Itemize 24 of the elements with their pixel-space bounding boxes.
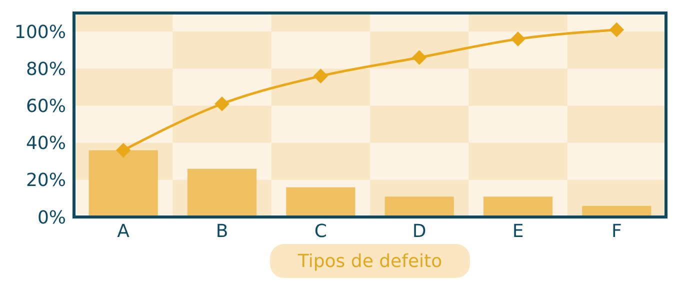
point xyxy=(313,68,328,84)
point xyxy=(510,32,526,46)
x-tick-label: E xyxy=(512,221,524,242)
x-tick-label: F xyxy=(611,221,622,242)
bar xyxy=(483,196,553,217)
point xyxy=(214,96,230,112)
bar xyxy=(88,150,158,217)
point xyxy=(412,50,427,65)
y-tick-label: 20% xyxy=(26,170,66,192)
y-tick-label: 40% xyxy=(26,133,66,154)
y-tick-label: 60% xyxy=(26,96,66,118)
x-tick-label: B xyxy=(216,221,228,242)
x-tick-label: C xyxy=(314,221,327,242)
x-axis-title: Tipos de defeito xyxy=(296,251,442,272)
y-tick-label: 100% xyxy=(14,22,66,43)
point xyxy=(116,142,131,158)
y-tick-label: 80% xyxy=(26,58,66,80)
bar xyxy=(384,196,454,217)
bar xyxy=(286,187,356,217)
x-tick-label: A xyxy=(117,221,130,242)
x-tick-label: D xyxy=(412,221,426,242)
point xyxy=(609,22,624,38)
bar xyxy=(187,168,257,217)
y-tick-label: 0% xyxy=(37,207,66,228)
